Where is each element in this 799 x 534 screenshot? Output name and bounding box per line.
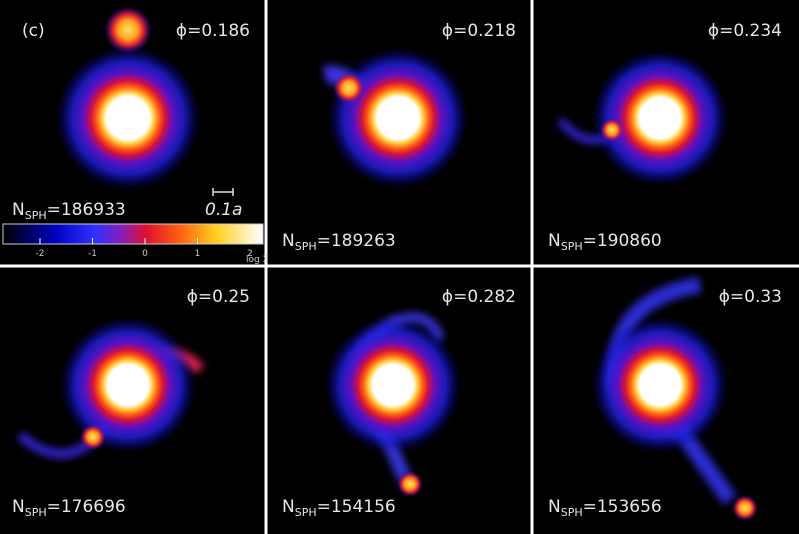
n-symbol: N xyxy=(282,231,295,251)
count-value: =189263 xyxy=(317,231,396,251)
colorbar-tick-label: 2 xyxy=(247,249,253,259)
phase-label: ϕ=0.33 xyxy=(719,287,782,307)
n-symbol: N xyxy=(548,231,561,251)
count-value: =153656 xyxy=(583,497,662,517)
colorbar-tick-label: -1 xyxy=(88,249,97,259)
particle-count: NSPH=176696 xyxy=(12,497,126,519)
colorbar-tick-label: 1 xyxy=(195,249,201,259)
colorbar-tick-label: -2 xyxy=(36,249,45,259)
n-symbol: N xyxy=(282,497,295,517)
n-symbol: N xyxy=(12,200,25,220)
phase-label: ϕ=0.25 xyxy=(187,287,250,307)
n-subscript: SPH xyxy=(25,209,47,222)
count-value: =176696 xyxy=(47,497,126,517)
n-subscript: SPH xyxy=(25,506,47,519)
n-symbol: N xyxy=(12,497,25,517)
n-subscript: SPH xyxy=(561,506,583,519)
colorbar xyxy=(2,223,264,245)
count-value: =154156 xyxy=(317,497,396,517)
particle-count: NSPH=189263 xyxy=(282,231,396,253)
colorbar-label: log Σ xyxy=(246,255,269,265)
scale-bar xyxy=(212,188,234,196)
count-value: =190860 xyxy=(583,231,662,251)
stars xyxy=(56,6,758,521)
count-value: =186933 xyxy=(47,200,126,220)
n-subscript: SPH xyxy=(295,240,317,253)
figure-label: (c) xyxy=(22,21,45,41)
particle-count: NSPH=153656 xyxy=(548,497,662,519)
particle-count: NSPH=190860 xyxy=(548,231,662,253)
n-subscript: SPH xyxy=(561,240,583,253)
colorbar-tick-label: 0 xyxy=(142,249,148,259)
particle-count: NSPH=154156 xyxy=(282,497,396,519)
phase-label: ϕ=0.186 xyxy=(176,21,250,41)
n-symbol: N xyxy=(548,497,561,517)
n-subscript: SPH xyxy=(295,506,317,519)
phase-label: ϕ=0.234 xyxy=(708,21,782,41)
particle-count: NSPH=186933 xyxy=(12,200,126,222)
scale-bar-label: 0.1a xyxy=(205,200,242,220)
phase-label: ϕ=0.218 xyxy=(442,21,516,41)
phase-label: ϕ=0.282 xyxy=(442,287,516,307)
